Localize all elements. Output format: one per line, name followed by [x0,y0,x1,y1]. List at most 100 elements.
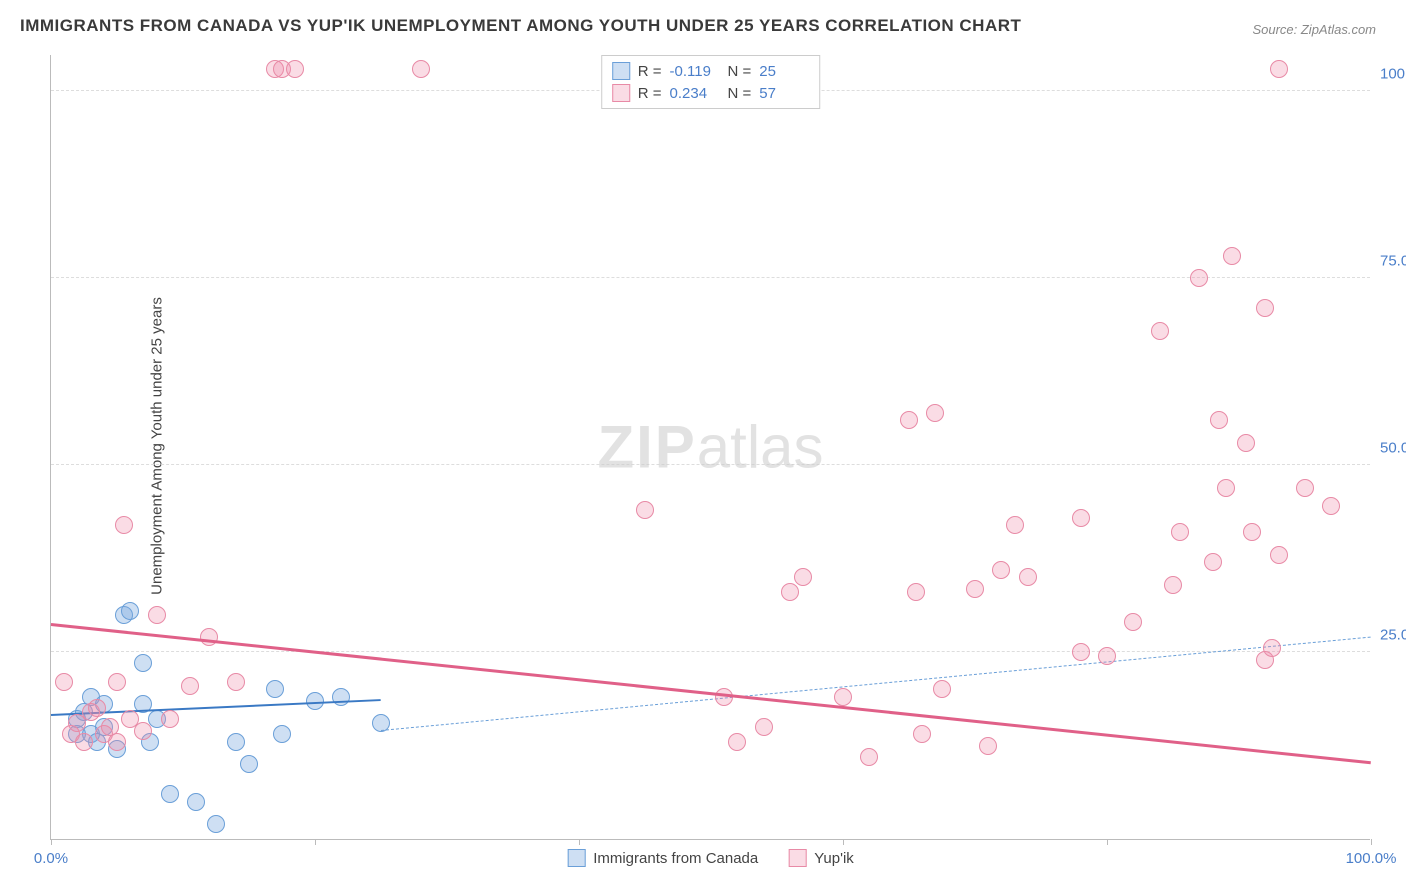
r-label: R = [638,85,662,102]
y-tick-label: 25.0% [1380,627,1406,644]
x-tick [1371,839,1372,845]
x-max-label: 100.0% [1346,850,1397,867]
scatter-point-yupik [286,60,304,78]
scatter-point-yupik [1164,576,1182,594]
scatter-point-yupik [55,673,73,691]
x-tick [51,839,52,845]
gridline [51,651,1370,652]
scatter-point-yupik [992,561,1010,579]
scatter-point-yupik [1204,553,1222,571]
scatter-point-yupik [794,568,812,586]
correlation-legend: R =-0.119N =25R =0.234N =57 [601,55,821,109]
scatter-point-yupik [1072,643,1090,661]
scatter-point-yupik [926,404,944,422]
scatter-point-yupik [1072,509,1090,527]
n-label: N = [728,85,752,102]
chart-title: IMMIGRANTS FROM CANADA VS YUP'IK UNEMPLO… [20,16,1021,36]
scatter-point-yupik [1151,322,1169,340]
scatter-point-yupik [715,688,733,706]
scatter-point-yupik [1171,523,1189,541]
legend-row-yupik: R = 0.234 N = 57 [612,82,810,104]
scatter-point-yupik [75,733,93,751]
plot-area: ZIPatlas R =-0.119N =25R =0.234N =57 Imm… [50,55,1370,840]
watermark: ZIPatlas [597,413,823,482]
scatter-point-yupik [860,748,878,766]
scatter-point-yupik [1270,546,1288,564]
scatter-point-yupik [834,688,852,706]
watermark-zip: ZIP [597,414,696,481]
scatter-point-yupik [227,673,245,691]
legend-item-yupik: Yup'ik [788,849,854,867]
scatter-point-canada [187,793,205,811]
y-tick-label: 75.0% [1380,253,1406,270]
r-value: -0.119 [670,63,720,80]
x-tick [579,839,580,845]
scatter-point-yupik [979,737,997,755]
scatter-point-yupik [108,673,126,691]
r-value: 0.234 [670,85,720,102]
scatter-point-yupik [900,411,918,429]
scatter-point-yupik [1263,639,1281,657]
legend-label: Yup'ik [814,850,854,867]
scatter-point-yupik [933,680,951,698]
legend-swatch-canada [612,62,630,80]
scatter-point-canada [266,680,284,698]
scatter-point-yupik [907,583,925,601]
n-label: N = [728,63,752,80]
scatter-point-yupik [1098,647,1116,665]
scatter-point-yupik [1190,269,1208,287]
watermark-atlas: atlas [697,414,824,481]
x-tick [843,839,844,845]
legend-item-canada: Immigrants from Canada [567,849,758,867]
scatter-point-yupik [412,60,430,78]
regression-line [51,623,1371,764]
scatter-point-canada [273,725,291,743]
x-min-label: 0.0% [34,850,68,867]
scatter-point-yupik [1237,434,1255,452]
scatter-point-yupik [1217,479,1235,497]
series-legend: Immigrants from Canada Yup'ik [567,849,854,867]
scatter-point-canada [207,815,225,833]
scatter-point-yupik [781,583,799,601]
scatter-point-yupik [161,710,179,728]
scatter-point-yupik [1322,497,1340,515]
legend-label: Immigrants from Canada [593,850,758,867]
scatter-point-yupik [115,516,133,534]
scatter-point-yupik [636,501,654,519]
scatter-point-canada [227,733,245,751]
x-tick [1107,839,1108,845]
gridline [51,464,1370,465]
scatter-point-yupik [134,722,152,740]
legend-row-canada: R =-0.119N =25 [612,60,810,82]
x-tick [315,839,316,845]
r-label: R = [638,63,662,80]
scatter-point-yupik [728,733,746,751]
legend-swatch-yupik [788,849,806,867]
scatter-point-yupik [755,718,773,736]
scatter-point-canada [161,785,179,803]
scatter-point-canada [306,692,324,710]
scatter-point-yupik [200,628,218,646]
scatter-point-yupik [1019,568,1037,586]
scatter-point-yupik [913,725,931,743]
scatter-point-yupik [1256,299,1274,317]
gridline [51,277,1370,278]
y-tick-label: 100.0% [1380,66,1406,83]
legend-swatch-canada [567,849,585,867]
scatter-point-yupik [1270,60,1288,78]
scatter-point-yupik [1243,523,1261,541]
scatter-point-yupik [1223,247,1241,265]
scatter-point-yupik [88,699,106,717]
legend-swatch-yupik [612,84,630,102]
scatter-point-canada [121,602,139,620]
n-value: 57 [759,85,809,102]
scatter-point-canada [332,688,350,706]
scatter-point-yupik [1006,516,1024,534]
scatter-point-yupik [148,606,166,624]
scatter-point-yupik [181,677,199,695]
scatter-point-yupik [108,733,126,751]
scatter-point-yupik [966,580,984,598]
scatter-point-yupik [1210,411,1228,429]
scatter-point-canada [134,654,152,672]
source-credit: Source: ZipAtlas.com [1252,22,1376,37]
